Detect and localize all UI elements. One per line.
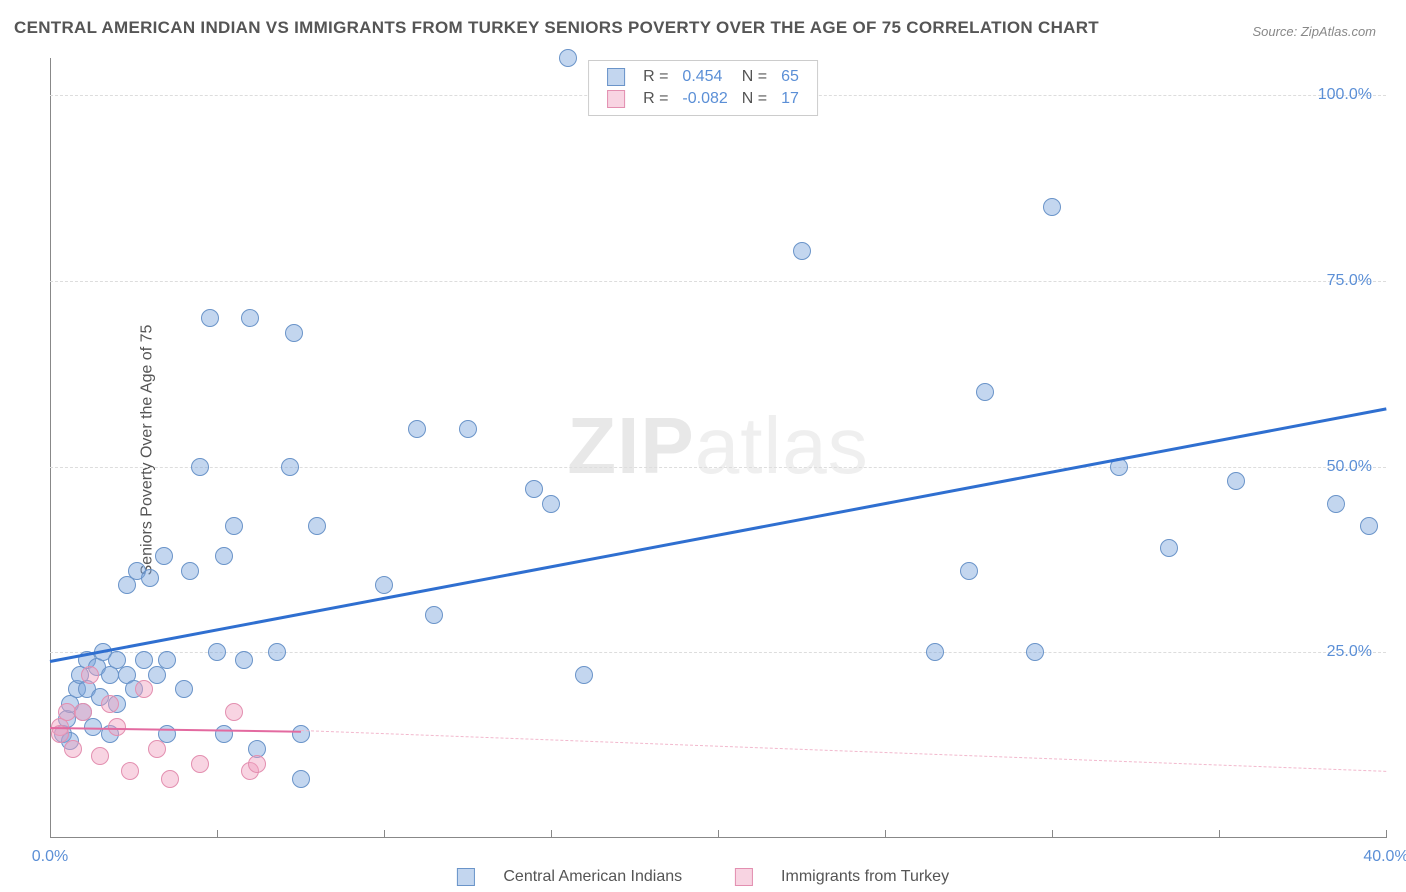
data-point [181,562,199,580]
data-point [375,576,393,594]
r-value-0: 0.454 [676,67,733,87]
data-point [81,666,99,684]
data-point [1026,643,1044,661]
x-tick [384,830,385,838]
data-point [135,680,153,698]
data-point [225,703,243,721]
data-point [292,770,310,788]
data-point [208,643,226,661]
scatter-plot-area: ZIPatlas 25.0%50.0%75.0%100.0%0.0%40.0% [50,58,1386,838]
gridline [50,281,1386,282]
data-point [74,703,92,721]
trend-line [50,407,1387,663]
watermark-zip: ZIP [567,401,694,490]
x-tick [50,830,51,838]
data-point [1327,495,1345,513]
data-point [268,643,286,661]
data-point [1043,198,1061,216]
y-axis [50,58,51,838]
data-point [1160,539,1178,557]
data-point [58,703,76,721]
correlation-row-0: R = 0.454 N = 65 [601,67,805,87]
legend-swatch-0 [457,868,475,886]
x-tick [1386,830,1387,838]
data-point [976,383,994,401]
x-tick [551,830,552,838]
series-legend: Central American Indians Immigrants from… [433,868,973,886]
legend-label-0: Central American Indians [503,868,682,885]
data-point [135,651,153,669]
n-value-1: 17 [775,89,805,109]
data-point [101,695,119,713]
x-tick [1219,830,1220,838]
x-tick [718,830,719,838]
data-point [191,755,209,773]
data-point [225,517,243,535]
r-label-0: R = [637,67,674,87]
data-point [155,547,173,565]
trend-line [300,730,1386,772]
data-point [148,740,166,758]
data-point [1227,472,1245,490]
data-point [408,420,426,438]
data-point [121,762,139,780]
correlation-row-1: R = -0.082 N = 17 [601,89,805,109]
legend-label-1: Immigrants from Turkey [781,868,949,885]
data-point [241,309,259,327]
watermark-atlas: atlas [695,401,869,490]
correlation-table: R = 0.454 N = 65 R = -0.082 N = 17 [599,65,807,111]
data-point [161,770,179,788]
y-tick-label: 50.0% [1327,458,1372,476]
data-point [1360,517,1378,535]
data-point [285,324,303,342]
data-point [141,569,159,587]
data-point [308,517,326,535]
legend-item-1: Immigrants from Turkey [723,868,961,885]
data-point [292,725,310,743]
data-point [542,495,560,513]
r-value-1: -0.082 [676,89,733,109]
x-tick-label: 0.0% [32,848,68,866]
data-point [248,755,266,773]
data-point [575,666,593,684]
data-point [960,562,978,580]
legend-swatch-1 [735,868,753,886]
data-point [175,680,193,698]
data-point [525,480,543,498]
y-tick-label: 100.0% [1318,86,1372,104]
r-label-1: R = [637,89,674,109]
data-point [459,420,477,438]
data-point [64,740,82,758]
chart-title: CENTRAL AMERICAN INDIAN VS IMMIGRANTS FR… [14,18,1099,38]
data-point [201,309,219,327]
data-point [281,458,299,476]
series-swatch-1 [607,90,625,108]
series-swatch-0 [607,68,625,86]
data-point [108,718,126,736]
data-point [235,651,253,669]
y-tick-label: 75.0% [1327,272,1372,290]
legend-item-0: Central American Indians [445,868,699,885]
x-tick [885,830,886,838]
n-label-0: N = [736,67,773,87]
data-point [793,242,811,260]
x-tick [217,830,218,838]
data-point [91,747,109,765]
data-point [215,725,233,743]
data-point [926,643,944,661]
data-point [191,458,209,476]
gridline [50,467,1386,468]
x-tick [1052,830,1053,838]
n-value-0: 65 [775,67,805,87]
data-point [559,49,577,67]
source-attribution: Source: ZipAtlas.com [1252,24,1376,39]
watermark: ZIPatlas [567,400,868,492]
correlation-legend: R = 0.454 N = 65 R = -0.082 N = 17 [588,60,818,116]
x-tick-label: 40.0% [1363,848,1406,866]
y-tick-label: 25.0% [1327,643,1372,661]
data-point [215,547,233,565]
data-point [158,651,176,669]
n-label-1: N = [736,89,773,109]
data-point [425,606,443,624]
